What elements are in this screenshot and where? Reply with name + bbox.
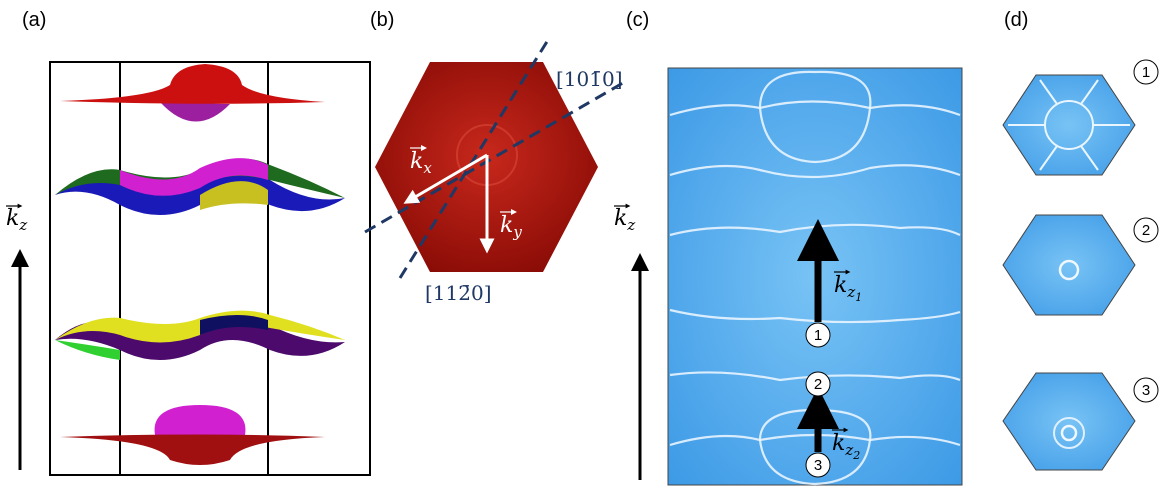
- surface: [160, 102, 230, 122]
- fermi-contour: [1060, 424, 1078, 442]
- subscript: z: [18, 216, 27, 234]
- marker-circle: [1133, 377, 1159, 403]
- symbol: k: [832, 431, 845, 456]
- direction-line: [364, 78, 629, 234]
- kz2-label: kz2: [832, 431, 860, 462]
- surface: [60, 434, 325, 465]
- ky-label: ky: [500, 213, 522, 241]
- surface: [120, 158, 268, 196]
- subscript: x: [423, 159, 432, 177]
- subscript: z: [844, 441, 853, 459]
- panel-c: (c) kz1 kz2 1 2 3 kz: [614, 9, 963, 486]
- cut-3: [1002, 372, 1136, 471]
- axis-label: kz: [614, 206, 635, 234]
- marker-circle: [805, 371, 831, 397]
- fermi-contour: [669, 308, 961, 324]
- marker-label: 3: [814, 457, 822, 474]
- symbol: k: [6, 206, 19, 231]
- panel-label: (b): [370, 9, 394, 31]
- direction-label: [112̄0]: [425, 281, 492, 305]
- surface: [55, 340, 120, 360]
- symbol: k: [614, 206, 627, 231]
- marker-circle: [805, 452, 831, 478]
- surface: [55, 171, 345, 215]
- fermi-contour: [758, 70, 872, 164]
- marker-label: 3: [1142, 382, 1150, 399]
- fermi-contour: [1053, 417, 1085, 449]
- marker-label: 2: [1142, 222, 1150, 239]
- cut-1: [1002, 74, 1136, 176]
- kx-label: kx: [410, 149, 432, 177]
- panel-label: (c): [626, 9, 649, 31]
- cut-2: [1002, 214, 1136, 316]
- marker-circle: [1133, 59, 1159, 85]
- direction-label: [101̄0]: [556, 67, 623, 91]
- symbol: k: [410, 149, 423, 174]
- panel-b: (b) kx ky [101̄0] [112̄0]: [364, 9, 629, 305]
- fermi-contour: [758, 408, 872, 486]
- subscript: z: [846, 283, 855, 301]
- panel-label: (d): [1004, 9, 1028, 31]
- kx-arrow: [403, 153, 488, 204]
- zone-box: [49, 61, 371, 476]
- marker-label: 2: [814, 376, 822, 393]
- symbol: k: [500, 213, 513, 238]
- subscript: 1: [855, 291, 862, 304]
- direction-line: [398, 39, 550, 279]
- subscript: 2: [852, 449, 860, 462]
- panel-a: (a) kz: [6, 9, 371, 476]
- subscript: y: [512, 223, 522, 241]
- marker-label: 1: [1142, 64, 1150, 81]
- marker-circle: [805, 322, 831, 348]
- fermi-contour: [1058, 259, 1080, 281]
- surface: [154, 405, 246, 435]
- fermi-contour: [669, 164, 961, 179]
- kz1-label: kz1: [834, 273, 862, 304]
- panel-label: (a): [22, 9, 46, 31]
- subscript: z: [626, 216, 635, 234]
- marker-label: 1: [814, 327, 822, 344]
- fermi-contour: [1008, 79, 1130, 171]
- surface: [200, 315, 268, 335]
- fermi-contour: [669, 100, 961, 117]
- panel-d: (d) 1 2 3: [1002, 9, 1159, 471]
- symbol: k: [834, 273, 847, 298]
- axis-label: kz: [6, 206, 27, 234]
- marker-circle: [1133, 217, 1159, 243]
- surface: [200, 181, 268, 210]
- surface: [60, 64, 325, 104]
